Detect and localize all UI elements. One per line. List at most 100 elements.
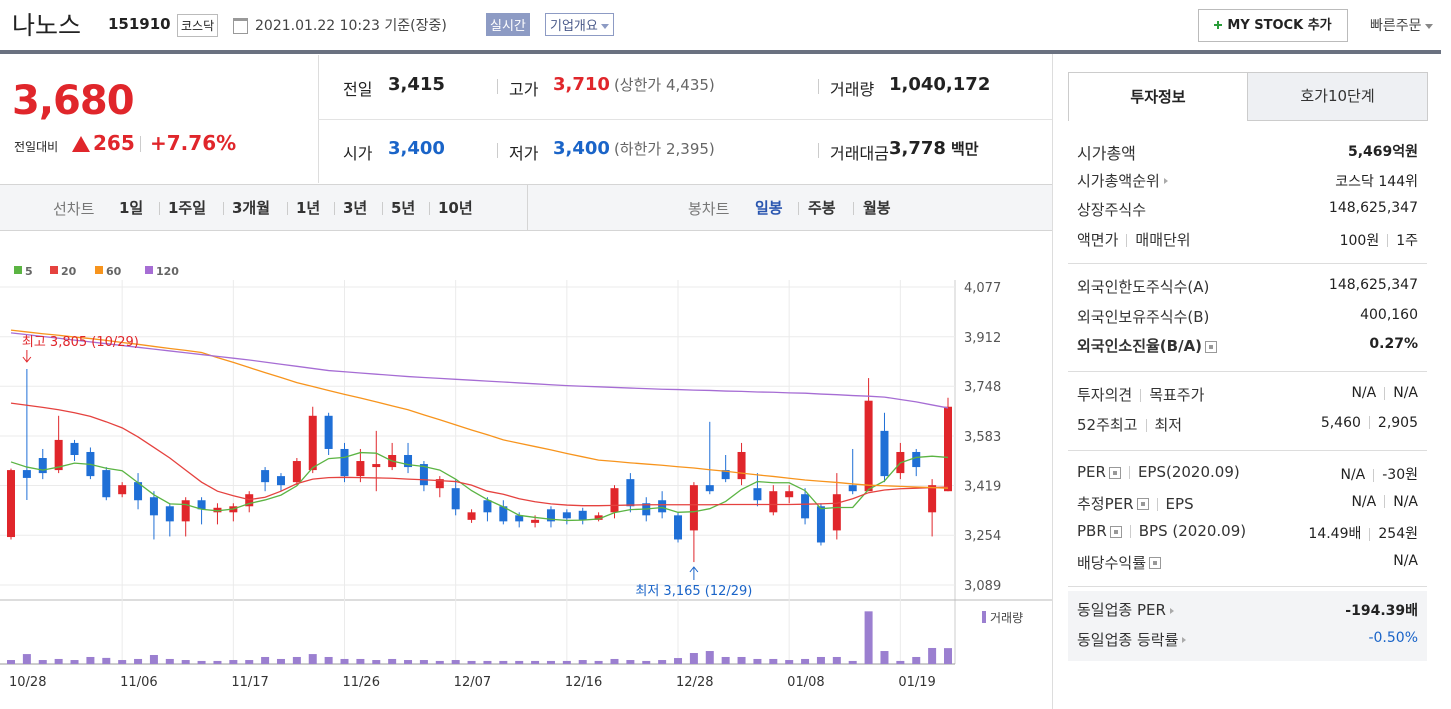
label-part: 시가총액 — [1077, 144, 1136, 163]
quote-number: 3,778 — [889, 138, 946, 159]
period-button[interactable]: 10년 — [438, 199, 473, 217]
value-part: N/A — [1393, 385, 1418, 401]
quote-number: 3,710 — [553, 74, 610, 95]
period-button[interactable]: 5년 — [391, 199, 416, 217]
value-part: -194.39배 — [1345, 603, 1418, 619]
candle-body — [944, 406, 952, 492]
candle-body — [801, 494, 810, 519]
price: 3,680 — [12, 78, 135, 124]
label-part: 외국인보유주식수(B) — [1077, 307, 1210, 326]
volume-bar — [864, 611, 873, 664]
candle-body — [880, 430, 889, 477]
left-divider — [1052, 54, 1053, 709]
tab[interactable]: 호가10단계 — [1247, 72, 1428, 121]
candle-body — [324, 415, 333, 449]
candle-body — [689, 485, 698, 531]
chart: 4,077 3,912 3,748 3,583 3,419 3,254 3,089 10/28… — [0, 265, 1052, 690]
candle-body — [499, 506, 508, 522]
quote-label: 저가 — [509, 144, 539, 163]
volume-bar — [483, 660, 492, 664]
candle-body — [562, 512, 571, 519]
tab-active[interactable]: 투자정보 — [1068, 72, 1248, 121]
info-value: N/A N/A — [1351, 494, 1418, 510]
help-icon — [1136, 498, 1149, 510]
period-button[interactable]: 3개월 — [232, 199, 271, 217]
quote-label: 고가 — [509, 80, 539, 99]
quote-number: 1,040,172 — [889, 74, 991, 95]
volume-bar — [54, 658, 63, 664]
y-tick-label: 3,748 — [964, 380, 1001, 395]
period-button[interactable]: 1일 — [119, 199, 144, 217]
volume-bar — [197, 660, 206, 664]
label-part: 외국인소진율(B/A) — [1077, 337, 1203, 355]
x-tick-label: 12/07 — [454, 675, 491, 690]
candle-body — [181, 500, 190, 522]
change-sep — [140, 136, 141, 152]
arrow — [1163, 178, 1168, 184]
candle-body — [451, 488, 460, 510]
candle-body — [928, 485, 937, 513]
group-separator — [1068, 450, 1427, 451]
volume-bar — [816, 656, 825, 664]
period-button[interactable]: 1년 — [296, 199, 321, 217]
value-part: -30원 — [1382, 467, 1418, 483]
candle-period-button[interactable]: 일봉 — [755, 199, 783, 217]
quote-value: 3,400 — [388, 138, 445, 159]
volume-bar — [848, 660, 857, 664]
change: 265 — [93, 131, 135, 155]
quote-value: 3,415 — [388, 74, 445, 95]
candle-body — [149, 497, 158, 516]
controls-divider — [527, 185, 528, 230]
help-icon — [1149, 557, 1162, 569]
period-button[interactable]: 1주일 — [168, 199, 207, 217]
candle-period-button[interactable]: 주봉 — [808, 199, 836, 217]
company-label: 기업개요 — [550, 19, 598, 34]
y-tick-label: 3,912 — [964, 331, 1001, 346]
quote-value: 3,400 (하한가 2,395) — [553, 138, 715, 159]
candle-body — [610, 488, 619, 513]
volume-bar — [435, 660, 444, 664]
candle-body — [705, 485, 714, 492]
quote-number: 3,400 — [388, 138, 445, 159]
volume-bar — [213, 660, 222, 664]
company-button[interactable]: 기업개요 — [545, 13, 614, 36]
realtime-badge[interactable]: 실시간 — [486, 13, 530, 36]
ma-line — [10, 332, 949, 409]
separator — [1128, 466, 1130, 479]
volume-bar — [896, 660, 905, 664]
separator — [1145, 418, 1147, 432]
info-label: 시가총액 — [1077, 140, 1136, 164]
y-tick-label: 3,089 — [964, 579, 1001, 594]
quote-label: 시가 — [343, 144, 373, 163]
ma-line — [10, 402, 949, 507]
candle-body — [515, 515, 524, 522]
market-badge: 코스닥 — [177, 14, 219, 37]
candle-period-button[interactable]: 월봉 — [863, 199, 891, 217]
label-part: 동일업종 등락률 — [1077, 630, 1179, 649]
quote-value: 3,710 (상한가 4,435) — [553, 74, 715, 95]
candle-body — [261, 470, 270, 483]
mystock-button[interactable]: MY STOCK 추가 — [1198, 9, 1348, 42]
y-tick-label: 3,254 — [964, 529, 1001, 544]
period-sep — [798, 202, 799, 215]
volume-bar — [308, 654, 317, 664]
candle-body — [165, 506, 174, 522]
label-part: 상장주식수 — [1077, 201, 1147, 219]
label-part: 매매단위 — [1135, 230, 1191, 249]
info-label: 동일업종 등락률 — [1077, 629, 1187, 650]
info-value: 5,469억원 — [1348, 141, 1418, 161]
period-button[interactable]: 3년 — [343, 199, 368, 217]
candle-body — [419, 464, 428, 486]
quick-order[interactable]: 빠른주문 — [1370, 15, 1433, 35]
info-label: 52주최고 최저 — [1077, 414, 1182, 435]
label-part: 시가총액순위 — [1077, 171, 1160, 190]
arrow — [1182, 637, 1187, 643]
caret — [1424, 23, 1433, 29]
volume-bar — [578, 660, 587, 664]
col-sep — [818, 79, 819, 94]
label-part: 52주최고 — [1077, 415, 1138, 434]
legend-label: 120 — [156, 265, 179, 278]
value-part: 400,160 — [1360, 306, 1418, 323]
volume-bar — [149, 654, 158, 664]
